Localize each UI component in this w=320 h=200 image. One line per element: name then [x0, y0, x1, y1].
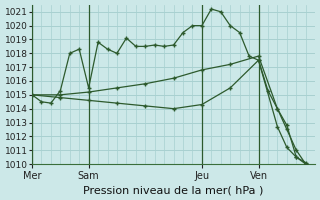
X-axis label: Pression niveau de la mer( hPa ): Pression niveau de la mer( hPa )	[84, 185, 264, 195]
